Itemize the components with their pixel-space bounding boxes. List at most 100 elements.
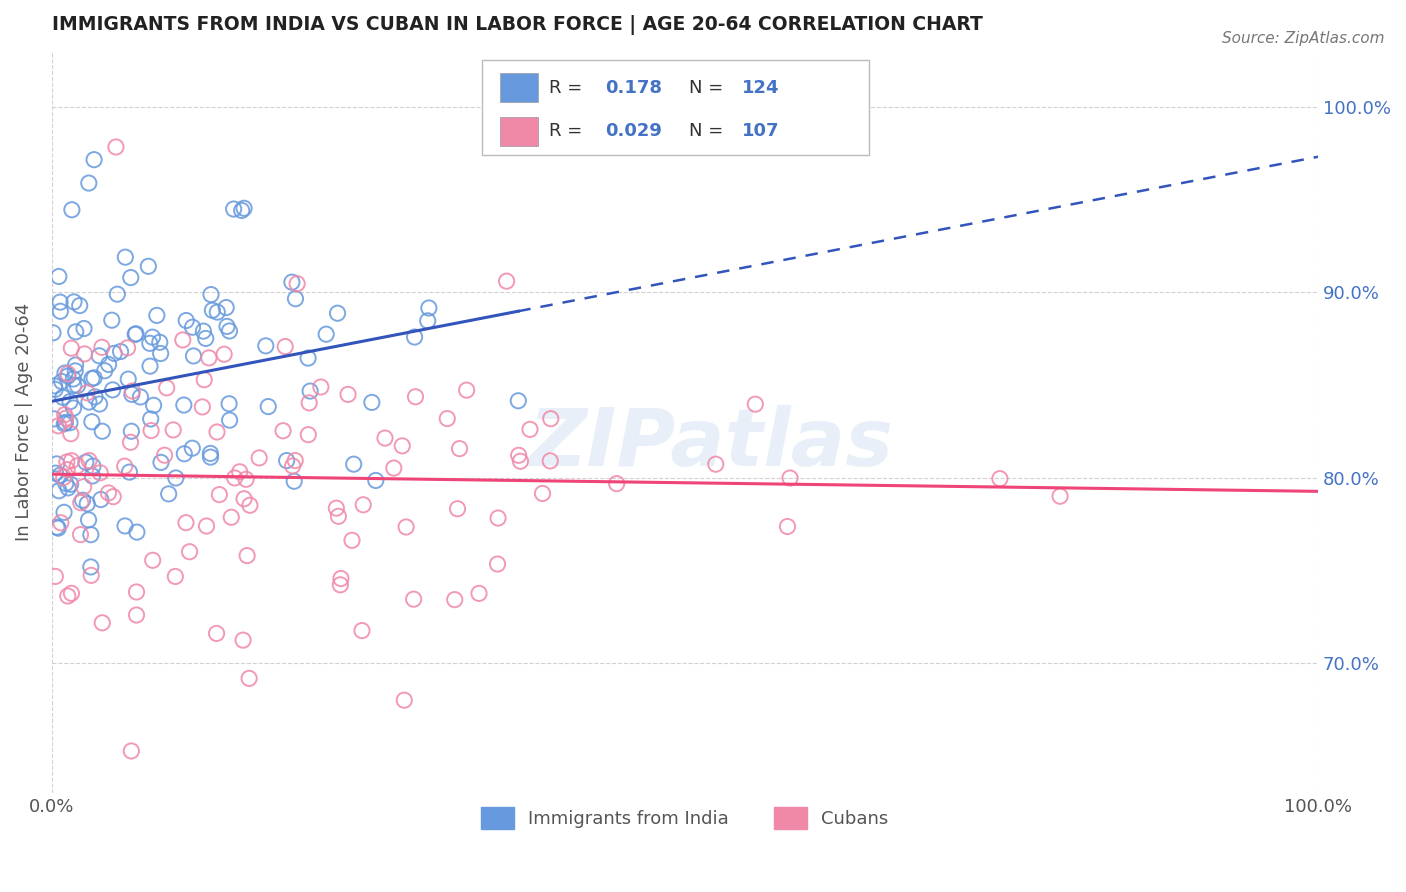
Point bbox=[215, 319, 238, 334]
Point bbox=[222, 202, 245, 216]
Point bbox=[75, 455, 97, 469]
Point bbox=[42, 326, 65, 340]
Text: N =: N = bbox=[689, 122, 728, 140]
Point bbox=[80, 527, 103, 541]
Point bbox=[89, 466, 111, 480]
Point bbox=[60, 341, 83, 355]
Point bbox=[142, 398, 165, 412]
Point bbox=[138, 260, 160, 274]
Point bbox=[49, 516, 72, 530]
Point bbox=[56, 369, 79, 384]
Point bbox=[82, 469, 104, 483]
Point bbox=[120, 744, 142, 758]
Point bbox=[59, 394, 82, 409]
Point bbox=[606, 476, 628, 491]
Point bbox=[198, 351, 221, 365]
Point bbox=[56, 455, 79, 469]
Point bbox=[76, 385, 98, 400]
Point bbox=[55, 411, 77, 425]
Point bbox=[519, 422, 541, 436]
Point bbox=[416, 314, 439, 328]
Point bbox=[200, 446, 222, 460]
Point bbox=[66, 378, 89, 392]
Point bbox=[44, 569, 66, 583]
Point bbox=[374, 431, 396, 445]
Point bbox=[91, 615, 114, 630]
FancyBboxPatch shape bbox=[482, 60, 869, 155]
Point bbox=[262, 24, 284, 38]
Point bbox=[382, 461, 405, 475]
Point bbox=[402, 592, 425, 607]
Point bbox=[337, 387, 360, 401]
Point bbox=[55, 476, 77, 491]
FancyBboxPatch shape bbox=[501, 73, 538, 103]
Point bbox=[391, 439, 413, 453]
Point bbox=[215, 301, 238, 315]
Point bbox=[219, 510, 242, 524]
Point bbox=[125, 607, 148, 622]
Point bbox=[72, 480, 94, 494]
Point bbox=[60, 202, 83, 217]
Point bbox=[63, 294, 86, 309]
Point bbox=[297, 427, 319, 442]
Text: IMMIGRANTS FROM INDIA VS CUBAN IN LABOR FORCE | AGE 20-64 CORRELATION CHART: IMMIGRANTS FROM INDIA VS CUBAN IN LABOR … bbox=[52, 15, 983, 35]
Point bbox=[194, 331, 217, 345]
Point bbox=[150, 455, 173, 469]
Point bbox=[183, 349, 205, 363]
Point bbox=[103, 490, 125, 504]
Point bbox=[53, 408, 76, 422]
Point bbox=[73, 347, 96, 361]
Point bbox=[104, 140, 127, 154]
Point bbox=[298, 396, 321, 410]
Point bbox=[404, 330, 426, 344]
Point bbox=[84, 390, 107, 404]
Point bbox=[540, 411, 562, 425]
Point bbox=[42, 412, 65, 426]
Point bbox=[744, 397, 766, 411]
Point bbox=[165, 569, 187, 583]
Point bbox=[276, 453, 298, 467]
Point bbox=[124, 327, 146, 342]
Point bbox=[101, 383, 124, 397]
Point bbox=[274, 340, 297, 354]
Point bbox=[395, 520, 418, 534]
Point bbox=[509, 454, 531, 468]
Point bbox=[508, 448, 530, 462]
Point bbox=[139, 424, 162, 438]
Point bbox=[436, 411, 458, 425]
Point bbox=[44, 382, 66, 396]
Point bbox=[486, 557, 509, 571]
Point bbox=[271, 424, 294, 438]
Point bbox=[69, 299, 91, 313]
Point bbox=[779, 471, 801, 485]
Point bbox=[52, 470, 75, 484]
Point bbox=[285, 277, 308, 291]
Text: 0.178: 0.178 bbox=[605, 78, 662, 96]
Point bbox=[200, 450, 222, 464]
Point bbox=[340, 533, 363, 548]
Point bbox=[65, 358, 87, 372]
Point bbox=[45, 520, 67, 534]
Point bbox=[83, 371, 105, 385]
Point bbox=[456, 383, 478, 397]
Point bbox=[172, 333, 194, 347]
Point bbox=[343, 457, 366, 471]
Point bbox=[89, 397, 111, 411]
Point bbox=[405, 390, 427, 404]
Point bbox=[218, 324, 240, 338]
Text: N =: N = bbox=[689, 78, 728, 96]
Point bbox=[49, 304, 72, 318]
Text: Source: ZipAtlas.com: Source: ZipAtlas.com bbox=[1222, 31, 1385, 46]
Point bbox=[141, 330, 163, 344]
Point bbox=[146, 309, 169, 323]
Point bbox=[257, 400, 280, 414]
Point bbox=[55, 416, 77, 430]
Legend: Immigrants from India, Cubans: Immigrants from India, Cubans bbox=[474, 800, 896, 837]
Point bbox=[162, 423, 184, 437]
Point bbox=[62, 372, 84, 386]
Point bbox=[125, 326, 148, 341]
Point bbox=[93, 364, 115, 378]
Point bbox=[360, 395, 382, 409]
Point bbox=[120, 435, 142, 450]
Point bbox=[142, 553, 165, 567]
